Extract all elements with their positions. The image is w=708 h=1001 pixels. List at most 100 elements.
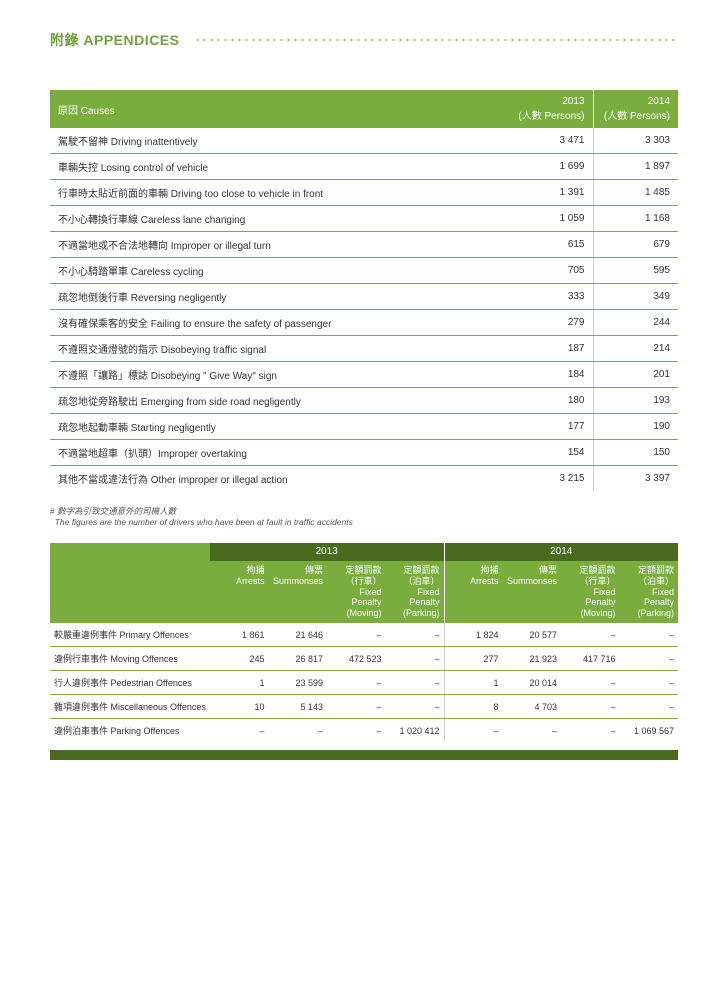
cause-cell: 駕駛不留神 Driving inattentively: [50, 128, 508, 154]
table-row: 行車時太貼近前面的車輛 Driving too close to vehicle…: [50, 180, 678, 206]
th-fp-parking-2: 定額罰款 （泊車） Fixed Penalty (Parking): [620, 561, 679, 623]
value-2013: 615: [508, 232, 593, 258]
header-title: 附錄 APPENDICES: [50, 30, 179, 50]
th-year: 2014: [602, 96, 671, 107]
summonses-2013: 26 817: [269, 647, 328, 671]
arrests-2014: 277: [444, 647, 503, 671]
offences-table-wrap: 2013 2014 拘捕 Arrests 傳票 Summonses 定額罰款: [50, 543, 678, 760]
fp-parking-2013: 1 020 412: [386, 719, 445, 743]
footnote-hash: #: [50, 506, 55, 516]
value-2014: 190: [593, 414, 678, 440]
summonses-2013: 5 143: [269, 695, 328, 719]
cause-cell: 疏忽地從旁路駛出 Emerging from side road neglige…: [50, 388, 508, 414]
table-row: 疏忽地起動車輛 Starting negligently177190: [50, 414, 678, 440]
table-row: 不小心騎踏單車 Careless cycling705595: [50, 258, 678, 284]
table-row: 違例泊車事件 Parking Offences–––1 020 412–––1 …: [50, 719, 678, 743]
summonses-2014: 20 014: [503, 671, 562, 695]
arrests-2013: –: [210, 719, 269, 743]
fp-moving-2014: –: [561, 623, 620, 647]
table-row: 車輛失控 Losing control of vehicle1 6991 897: [50, 154, 678, 180]
cause-cell: 沒有確保乘客的安全 Failing to ensure the safety o…: [50, 310, 508, 336]
label: Summonses: [273, 576, 324, 587]
causes-table: 原因 Causes 2013 (人數 Persons) 2014 (人數 Per…: [50, 90, 678, 491]
label: (Parking): [624, 608, 675, 619]
fp-parking-2013: –: [386, 671, 445, 695]
th-offence-blank: [50, 561, 210, 623]
th-persons: (人數 Persons): [516, 107, 585, 122]
fp-moving-2013: –: [327, 623, 386, 647]
value-2013: 3 471: [508, 128, 593, 154]
value-2013: 177: [508, 414, 593, 440]
value-2014: 595: [593, 258, 678, 284]
table-row: 駕駛不留神 Driving inattentively3 4713 303: [50, 128, 678, 154]
th-arrests-2: 拘捕 Arrests: [444, 561, 503, 623]
cause-cell: 行車時太貼近前面的車輛 Driving too close to vehicle…: [50, 180, 508, 206]
year-2013: 2013: [210, 543, 445, 561]
table-row: 較嚴重違例事件 Primary Offences1 86121 646––1 8…: [50, 623, 678, 647]
label: 傳票: [507, 565, 558, 576]
fp-parking-2013: –: [386, 647, 445, 671]
offence-cell: 違例泊車事件 Parking Offences: [50, 719, 210, 743]
table-row: 不遵照交通燈號的指示 Disobeying traffic signal1872…: [50, 336, 678, 362]
offence-cell: 行人違例事件 Pedestrian Offences: [50, 671, 210, 695]
footnote: # 數字為引致交通意外的司機人數 The figures are the num…: [50, 506, 678, 528]
fp-parking-2014: –: [620, 695, 679, 719]
header-dots: [194, 37, 678, 43]
label: Fixed: [331, 587, 382, 598]
offence-cell: 違例行車事件 Moving Offences: [50, 647, 210, 671]
label: Penalty: [331, 597, 382, 608]
table-row: 其他不當或違法行為 Other improper or illegal acti…: [50, 466, 678, 492]
th-summonses-2: 傳票 Summonses: [503, 561, 562, 623]
fp-parking-2014: –: [620, 623, 679, 647]
th-fp-moving-1: 定額罰款 （行車） Fixed Penalty (Moving): [327, 561, 386, 623]
table-row: 不遵照「讓路」標誌 Disobeying " Give Way" sign184…: [50, 362, 678, 388]
label: Arrests: [449, 576, 499, 587]
value-2013: 3 215: [508, 466, 593, 492]
cause-cell: 不遵照「讓路」標誌 Disobeying " Give Way" sign: [50, 362, 508, 388]
cause-cell: 疏忽地起動車輛 Starting negligently: [50, 414, 508, 440]
label: Penalty: [624, 597, 675, 608]
value-2014: 3 397: [593, 466, 678, 492]
th-year: 2013: [516, 96, 585, 107]
arrests-2013: 245: [210, 647, 269, 671]
value-2014: 201: [593, 362, 678, 388]
fp-moving-2013: –: [327, 695, 386, 719]
fp-moving-2013: –: [327, 719, 386, 743]
table-row: 不小心轉換行車線 Careless lane changing1 0591 16…: [50, 206, 678, 232]
label: （泊車）: [624, 576, 675, 587]
fp-parking-2014: –: [620, 671, 679, 695]
value-2014: 1 168: [593, 206, 678, 232]
fp-moving-2014: –: [561, 695, 620, 719]
th-fp-parking-1: 定額罰款 （泊車） Fixed Penalty (Parking): [386, 561, 445, 623]
arrests-2013: 1: [210, 671, 269, 695]
fp-moving-2014: –: [561, 719, 620, 743]
value-2013: 187: [508, 336, 593, 362]
table-row: 沒有確保乘客的安全 Failing to ensure the safety o…: [50, 310, 678, 336]
value-2013: 184: [508, 362, 593, 388]
table-row: 雜項違例事件 Miscellaneous Offences105 143––84…: [50, 695, 678, 719]
label: Penalty: [565, 597, 616, 608]
th-2014: 2014 (人數 Persons): [593, 90, 678, 128]
summonses-2014: 21 923: [503, 647, 562, 671]
year-bar-blank: [50, 543, 210, 561]
value-2014: 349: [593, 284, 678, 310]
value-2013: 279: [508, 310, 593, 336]
th-causes: 原因 Causes: [50, 90, 508, 128]
cause-cell: 不適當地超車（扒頭）Improper overtaking: [50, 440, 508, 466]
arrests-2013: 10: [210, 695, 269, 719]
arrests-2014: 1: [444, 671, 503, 695]
bottom-bar: [50, 750, 678, 760]
label: （行車）: [331, 576, 382, 587]
value-2013: 1 059: [508, 206, 593, 232]
page-header: 附錄 APPENDICES: [50, 30, 678, 50]
value-2013: 154: [508, 440, 593, 466]
th-fp-moving-2: 定額罰款 （行車） Fixed Penalty (Moving): [561, 561, 620, 623]
year-bar: 2013 2014: [50, 543, 678, 561]
table-row: 行人違例事件 Pedestrian Offences123 599––120 0…: [50, 671, 678, 695]
label: 拘捕: [214, 565, 265, 576]
label: 定額罰款: [390, 565, 440, 576]
summonses-2013: –: [269, 719, 328, 743]
table-row: 不適當地超車（扒頭）Improper overtaking154150: [50, 440, 678, 466]
value-2014: 679: [593, 232, 678, 258]
arrests-2013: 1 861: [210, 623, 269, 647]
